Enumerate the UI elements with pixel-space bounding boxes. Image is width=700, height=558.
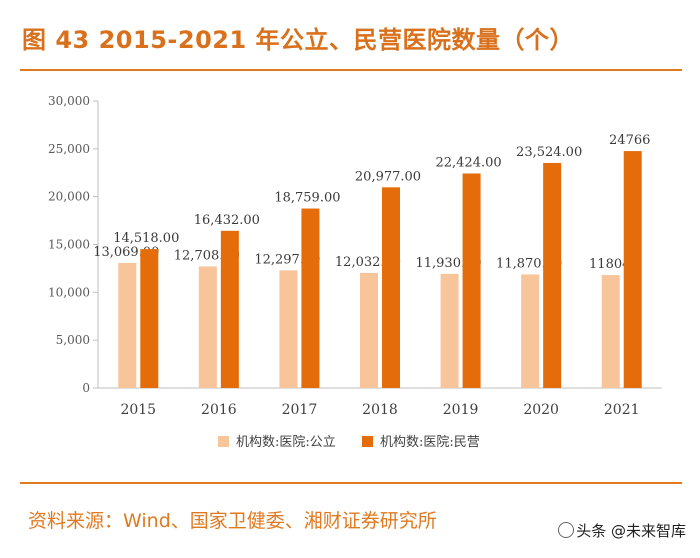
data-label-private: 18,759.00 [274, 191, 340, 206]
bar-private [382, 187, 400, 388]
x-tick-label: 2018 [362, 402, 398, 418]
y-tick-label: 5,000 [56, 333, 90, 347]
bottom-divider [20, 482, 682, 484]
data-label-private: 22,424.00 [435, 155, 501, 170]
y-tick-label: 20,000 [48, 190, 90, 204]
bar-public [118, 262, 137, 388]
x-tick-label: 2020 [523, 402, 559, 418]
y-tick-label: 10,000 [48, 285, 90, 299]
y-tick-label: 15,000 [48, 238, 90, 252]
bar-private [140, 249, 159, 388]
y-tick-label: 25,000 [48, 142, 90, 156]
y-tick-label: 0 [82, 381, 90, 395]
bar-private [301, 208, 320, 388]
source-note: 资料来源：Wind、国家卫健委、湘财证券研究所 [28, 510, 437, 532]
data-label-private: 23,524.00 [516, 145, 582, 160]
data-label-private: 16,432.00 [194, 213, 260, 228]
data-label-public: 11804 [589, 257, 630, 272]
x-tick-label: 2015 [120, 402, 156, 418]
watermark: 头条 @未来智库 [558, 520, 686, 541]
bar-public [279, 270, 298, 388]
bar-public [521, 274, 540, 388]
watermark-text: 头条 @未来智库 [576, 522, 686, 540]
legend-label-private: 机构数:医院:民营 [380, 435, 480, 450]
top-divider [20, 69, 682, 71]
x-tick-label: 2017 [282, 402, 318, 418]
x-tick-label: 2016 [201, 402, 237, 418]
watermark-icon [558, 522, 575, 538]
chart-title: 图 43 2015-2021 年公立、民营医院数量（个） [22, 26, 575, 54]
bar-public [440, 273, 459, 388]
bar-private [462, 173, 481, 388]
bar-public [360, 272, 378, 388]
legend-label-public: 机构数:医院:公立 [236, 435, 336, 450]
bar-public [198, 266, 217, 388]
bar-public [601, 275, 620, 388]
x-tick-label: 2019 [443, 402, 479, 418]
legend-swatch-public [218, 436, 229, 447]
x-tick-label: 2021 [604, 402, 640, 418]
bar-private [623, 151, 642, 388]
legend-swatch-private [362, 436, 373, 447]
data-label-private: 24766 [609, 133, 650, 148]
bar-private [543, 162, 562, 388]
data-label-private: 14,518.00 [113, 231, 179, 246]
bar-private [220, 230, 239, 388]
y-tick-label: 30,000 [48, 94, 90, 108]
bar-chart: 0 5,000 10,000 15,000 20,000 25,000 30,000 2015… [48, 94, 662, 450]
data-label-private: 20,977.00 [355, 169, 421, 184]
